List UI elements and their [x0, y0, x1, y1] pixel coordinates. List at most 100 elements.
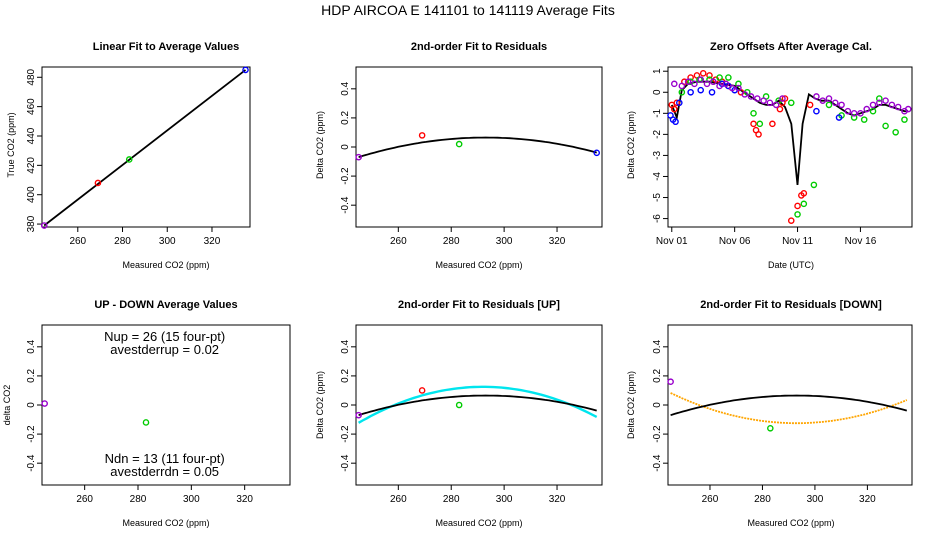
x-axis-label: Measured CO2 (ppm): [122, 260, 209, 270]
data-point-green: [455, 401, 463, 409]
x-tick-label: 280: [443, 236, 460, 247]
data-point-blue: [697, 86, 705, 94]
data-point-blue: [687, 88, 694, 96]
panel-zero-offsets: Zero Offsets After Average Cal. Date (UT…: [626, 41, 872, 270]
y-axis-label: Delta CO2 (ppm): [626, 111, 636, 179]
x-tick-label: 280: [114, 236, 131, 247]
data-point-purple: [709, 78, 717, 86]
plot-area-p3: Nov 01 Nov 06 Nov 11 Nov 16 1 0 -1 -2 -3 -4 -5 -6: [652, 66, 913, 247]
plot-area-p5: 260 280 300 320 -0.4 -0.2 0 0.2 0.4: [340, 324, 603, 505]
y-tick-label: -2: [652, 129, 663, 138]
plot-frame: [667, 66, 913, 228]
x-tick-label: 260: [76, 494, 93, 505]
y-tick-label: -4: [652, 172, 663, 181]
data-point-purple: [772, 101, 780, 109]
x-tick-label: 300: [159, 236, 176, 247]
x-tick-label: 300: [183, 494, 200, 505]
data-point-green: [125, 156, 133, 163]
data-point-purple: [40, 222, 48, 229]
data-point-blue: [835, 114, 843, 121]
data-point-purple: [838, 101, 845, 109]
x-tick-label: 320: [549, 494, 566, 505]
data-point-purple: [844, 107, 852, 115]
y-axis-label: Delta CO2 (ppm): [315, 371, 325, 439]
annotation-text: avestderrdn = 0.05: [110, 464, 219, 479]
data-point-green: [455, 140, 463, 148]
y-tick-label: -0.4: [26, 454, 37, 472]
data-point-green: [756, 120, 764, 128]
y-tick-label: -0.2: [26, 425, 37, 443]
panel-title: 2nd-order Fit to Residuals [DOWN]: [700, 299, 882, 311]
data-point-red: [706, 72, 713, 79]
data-point-green: [901, 116, 908, 123]
data-point-red: [776, 105, 784, 113]
x-tick-label: 260: [69, 236, 86, 247]
x-tick-label: 260: [390, 494, 407, 505]
data-point-purple: [678, 82, 686, 90]
y-tick-label: -3: [652, 151, 663, 160]
plot-area-p6: 260 280 300 320 -0.4 -0.2 0 0.2 0.4: [652, 324, 913, 505]
y-tick-label: 0.4: [652, 339, 663, 353]
y-tick-label: 0.2: [652, 369, 663, 383]
y-tick-label: 380: [26, 215, 37, 232]
y-tick-label: 0: [340, 402, 351, 408]
x-tick-label: Nov 16: [845, 236, 877, 247]
x-axis-label: Measured CO2 (ppm): [122, 518, 209, 528]
data-point-red: [750, 120, 757, 128]
data-point-purple: [766, 99, 774, 107]
data-point-purple: [888, 101, 896, 109]
x-tick-label: 280: [130, 494, 147, 505]
y-tick-label: 0.2: [340, 369, 351, 383]
x-axis-label: Date (UTC): [768, 260, 814, 270]
y-tick-label: -0.2: [652, 425, 663, 443]
data-point-red: [800, 190, 808, 197]
y-tick-label: 480: [26, 68, 37, 85]
y-tick-label: -0.2: [340, 167, 351, 185]
data-point-purple: [813, 93, 820, 100]
data-point-blue: [676, 99, 683, 107]
annotation-text: Nup = 26 (15 four-pt): [104, 329, 225, 344]
data-point-purple: [703, 80, 711, 88]
x-tick-label: 300: [496, 236, 513, 247]
y-tick-label: -0.4: [340, 454, 351, 472]
data-point-purple: [735, 84, 742, 92]
data-point-red: [781, 95, 789, 102]
data-point-red: [418, 132, 426, 139]
y-axis-label: True CO2 (ppm): [6, 112, 16, 177]
x-tick-label: 260: [702, 494, 719, 505]
y-tick-label: 0.4: [26, 339, 37, 353]
x-tick-label: 300: [807, 494, 824, 505]
x-tick-label: 300: [496, 494, 513, 505]
x-tick-label: 320: [859, 494, 876, 505]
data-point-green: [800, 200, 808, 208]
y-axis-label: delta CO2: [2, 385, 12, 426]
data-point-red: [94, 179, 102, 187]
data-point-blue: [672, 118, 679, 126]
data-point-purple: [670, 80, 678, 88]
y-axis-label: Delta CO2 (ppm): [626, 371, 636, 439]
y-tick-label: -0.4: [652, 454, 663, 472]
data-point-purple: [722, 80, 730, 88]
x-tick-label: 320: [236, 494, 253, 505]
data-point-purple: [819, 97, 827, 104]
y-tick-label: 420: [26, 157, 37, 174]
data-point-blue: [708, 88, 716, 96]
x-tick-label: 280: [754, 494, 771, 505]
x-axis-label: Measured CO2 (ppm): [747, 518, 834, 528]
data-point-red: [769, 120, 776, 128]
data-point-blue: [593, 149, 601, 157]
fit-curve-black: [358, 394, 597, 417]
figure-suptitle: HDP AIRCOA E 141101 to 141119 Average Fi…: [321, 2, 615, 18]
fit-curve-orange: [670, 392, 908, 425]
y-axis-label: Delta CO2 (ppm): [315, 111, 325, 179]
x-tick-label: 320: [204, 236, 221, 247]
data-point-purple: [760, 97, 767, 104]
data-point-green: [882, 122, 889, 130]
data-point-green: [787, 99, 795, 107]
y-tick-label: -0.2: [340, 425, 351, 443]
data-point-purple: [882, 97, 889, 104]
data-point-green: [892, 128, 899, 136]
data-point-green: [735, 80, 742, 88]
data-point-red: [670, 105, 678, 113]
